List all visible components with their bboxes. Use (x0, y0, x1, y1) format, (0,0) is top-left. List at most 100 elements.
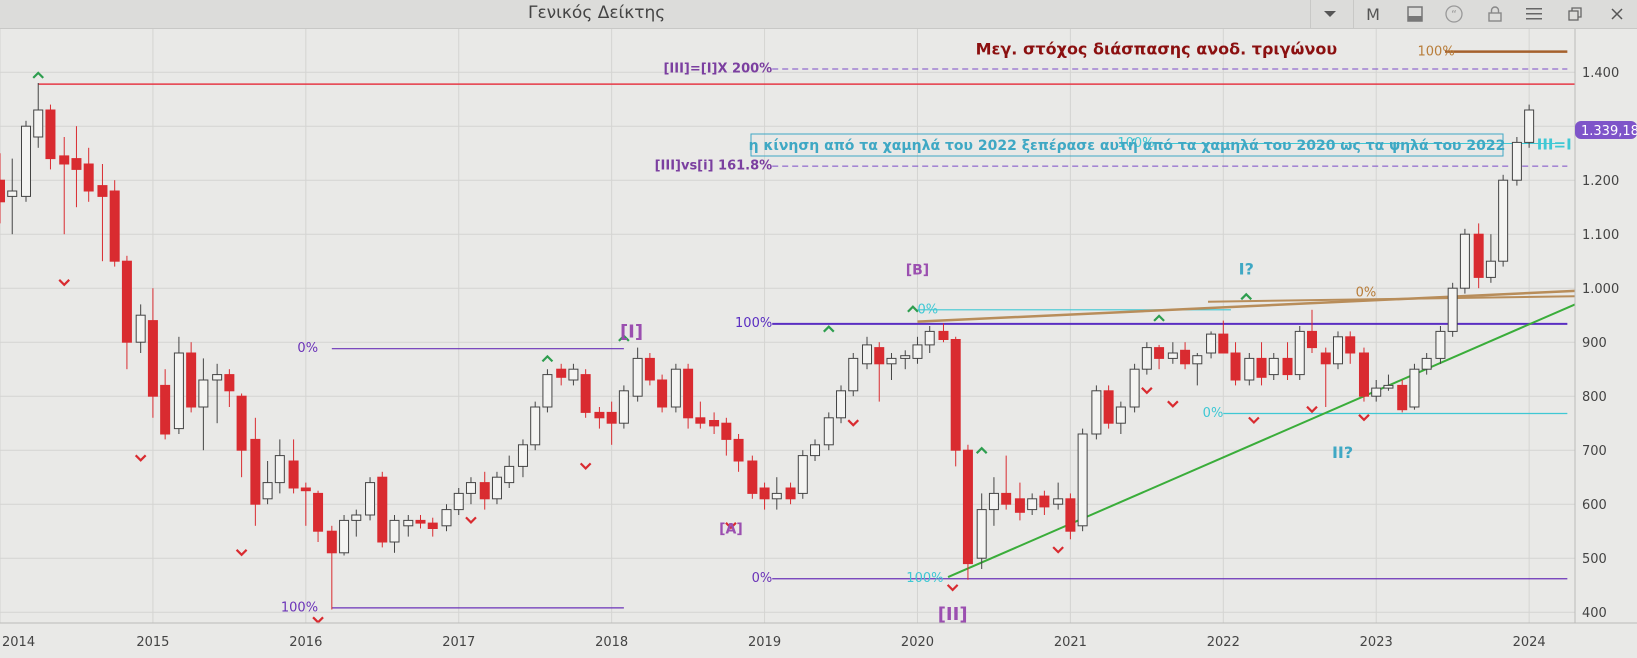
candle (886, 353, 897, 380)
candle-body (1294, 330, 1305, 376)
fractal-down-icon (725, 522, 737, 530)
candle (1141, 342, 1152, 375)
candle-body (644, 357, 655, 381)
fractal-up-icon (1153, 314, 1165, 322)
candle-body (1103, 390, 1114, 424)
candle-body (250, 438, 261, 505)
candle-body (594, 411, 605, 419)
fractal-up-icon (907, 305, 919, 313)
candle (1053, 482, 1064, 510)
x-tick-label: 2017 (442, 635, 475, 650)
price-chart[interactable]: Μεγ. στόχος διάσπασης ανοδ. τριγώνου 100%… (0, 29, 1637, 658)
wave-iii-100-label: 100% (1117, 136, 1154, 151)
candle-body (1014, 498, 1025, 513)
candle (683, 363, 694, 429)
wave-B-label: [B] (906, 262, 929, 278)
candle-body (988, 492, 999, 511)
candle-body (339, 519, 350, 554)
candle (1473, 223, 1484, 289)
candle (874, 342, 885, 402)
candle (594, 407, 605, 429)
candle (1027, 493, 1038, 515)
close-button[interactable] (1597, 0, 1637, 28)
candle-body (747, 460, 758, 494)
candle (962, 444, 973, 580)
candle (1091, 385, 1102, 440)
candle-body (1320, 352, 1331, 365)
chevron-down-button[interactable] (1310, 0, 1349, 28)
fib-200-label: [III]=[I]X 200% (663, 61, 772, 76)
menu-button[interactable] (1515, 0, 1553, 28)
restore-button[interactable] (1556, 0, 1594, 28)
quote-button[interactable]: “ (1435, 0, 1473, 28)
m-button[interactable]: M (1353, 0, 1392, 28)
candle-body (20, 125, 31, 197)
candle (1511, 137, 1522, 186)
candle (1206, 331, 1217, 359)
triangle-100-label: 100% (1418, 45, 1455, 60)
candle-body (288, 460, 299, 489)
y-tick-label: 1.200 (1582, 174, 1619, 189)
candle (836, 385, 847, 424)
x-tick-label: 2014 (2, 635, 35, 650)
candle (709, 412, 720, 434)
candle (300, 482, 311, 526)
candle (479, 471, 490, 510)
candle-body (1473, 233, 1484, 278)
window-title: Γενικός Δείκτης (528, 3, 666, 23)
candle-body (274, 455, 285, 484)
lock-icon (1488, 6, 1502, 22)
fractal-down-icon (1052, 546, 1064, 554)
candle (147, 288, 158, 418)
candle (415, 515, 426, 529)
candle-body (785, 487, 796, 500)
candle-body (632, 357, 643, 397)
candle (7, 158, 18, 235)
fractal-down-icon (1141, 387, 1153, 395)
fractal-down-icon (312, 616, 324, 624)
candle-body (924, 330, 935, 346)
candle-body (1180, 349, 1191, 365)
candle (236, 393, 247, 478)
annotation-box-group: η κίνηση από τα χαμηλά του 2022 ξεπέρασε… (749, 133, 1505, 157)
candle (1421, 353, 1432, 375)
m-button-label: M (1366, 4, 1380, 24)
candle (1154, 344, 1165, 370)
candle-body (900, 355, 911, 359)
candle (670, 363, 681, 413)
fractal-up-icon (32, 71, 45, 79)
candle (1498, 174, 1509, 267)
candle-body (1065, 498, 1076, 532)
candle (1282, 342, 1293, 380)
fractal-down-icon (946, 584, 959, 592)
candle (771, 477, 782, 510)
candle (20, 120, 31, 202)
candle (45, 104, 56, 170)
last-price-tag-group: 1.339,18 (1575, 121, 1637, 139)
candle-body (657, 379, 668, 408)
candle (900, 350, 911, 370)
candle-body (504, 465, 515, 484)
lock-button[interactable] (1476, 0, 1514, 28)
candle (33, 83, 44, 148)
candle (0, 153, 5, 224)
candle-body (262, 482, 273, 500)
candle-body (886, 357, 897, 365)
cyan-zero-label: 0% (917, 303, 938, 318)
candle (747, 455, 758, 499)
triangle-target-label: Μεγ. στόχος διάσπασης ανοδ. τριγώνου (976, 40, 1338, 59)
candle (173, 336, 184, 434)
fractal-down-icon (847, 419, 860, 427)
candle-body (1268, 357, 1279, 376)
candle-body (810, 444, 821, 457)
fractal-up-icon (541, 354, 554, 363)
wave-i-zero-label: 0% (297, 341, 318, 356)
quote-icon: “ (1445, 5, 1463, 23)
panel-button[interactable] (1396, 0, 1434, 28)
candle (797, 450, 808, 499)
x-axis: 2014 2015 2016 2017 2018 2019 2020 2021 2022 2023… (0, 622, 1637, 650)
candle (351, 509, 362, 537)
candle (339, 515, 350, 556)
candle-body (441, 509, 452, 527)
y-tick-label: 1.400 (1582, 66, 1619, 81)
